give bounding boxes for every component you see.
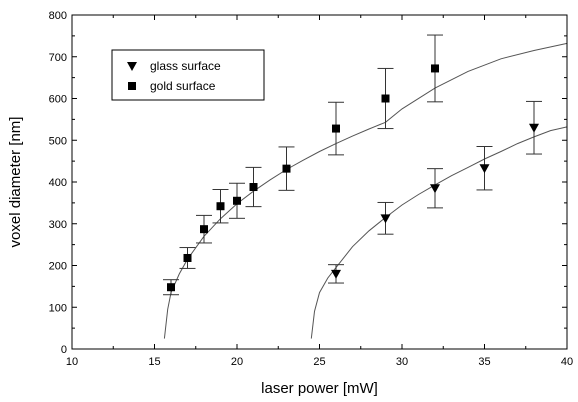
x-tick-label: 20 — [231, 356, 243, 368]
gold-surface-point — [167, 283, 175, 292]
y-axis-ticks: 0 100 200 300 400 500 600 700 800 — [49, 10, 567, 356]
glass-surface-point — [529, 123, 539, 133]
y-tick-label: 600 — [49, 94, 67, 106]
x-tick-label: 10 — [66, 356, 78, 368]
x-axis-label: laser power [mW] — [261, 380, 378, 397]
gold-surface-point — [216, 202, 225, 211]
y-tick-label: 0 — [61, 344, 67, 356]
x-tick-label: 15 — [148, 356, 160, 368]
x-tick-label: 30 — [396, 356, 408, 368]
y-tick-label: 100 — [49, 302, 67, 314]
glass-surface-fit-curve — [310, 126, 568, 339]
glass-surface-point — [430, 184, 440, 194]
y-tick-label: 400 — [49, 177, 67, 189]
gold-surface-point — [233, 196, 241, 205]
legend: glass surface gold surface — [111, 49, 265, 101]
gold-surface-point — [282, 164, 291, 173]
gold-surface-point — [183, 253, 192, 262]
x-tick-label: 35 — [478, 356, 490, 368]
x-axis-ticks: 10 15 20 25 30 35 40 — [66, 15, 573, 368]
legend-gold-surface-label: gold surface — [150, 79, 216, 93]
y-axis-label: voxel diameter [nm] — [7, 117, 24, 248]
gold-surface-point — [381, 94, 390, 103]
gold-surface-point — [332, 124, 340, 133]
y-tick-label: 200 — [49, 261, 67, 273]
legend-gold-surface-marker — [128, 82, 136, 90]
x-tick-label: 40 — [561, 356, 573, 368]
glass-surface-point — [331, 269, 341, 279]
y-tick-label: 500 — [49, 135, 67, 147]
glass-surface-point — [380, 214, 391, 224]
fit-curves — [163, 42, 568, 339]
error-bars — [163, 34, 542, 296]
y-tick-label: 700 — [49, 52, 67, 64]
legend-glass-surface-marker — [127, 62, 137, 71]
legend-glass-surface-label: glass surface — [150, 59, 221, 73]
gold-surface-fit-curve — [163, 42, 568, 339]
data-markers — [167, 64, 539, 292]
legend-box — [111, 49, 265, 101]
gold-surface-point — [200, 225, 208, 234]
gold-surface-point — [249, 183, 258, 192]
y-tick-label: 800 — [49, 10, 67, 22]
glass-surface-point — [479, 164, 490, 174]
x-tick-label: 25 — [313, 356, 325, 368]
y-tick-label: 300 — [49, 219, 67, 231]
gold-surface-point — [431, 64, 439, 73]
